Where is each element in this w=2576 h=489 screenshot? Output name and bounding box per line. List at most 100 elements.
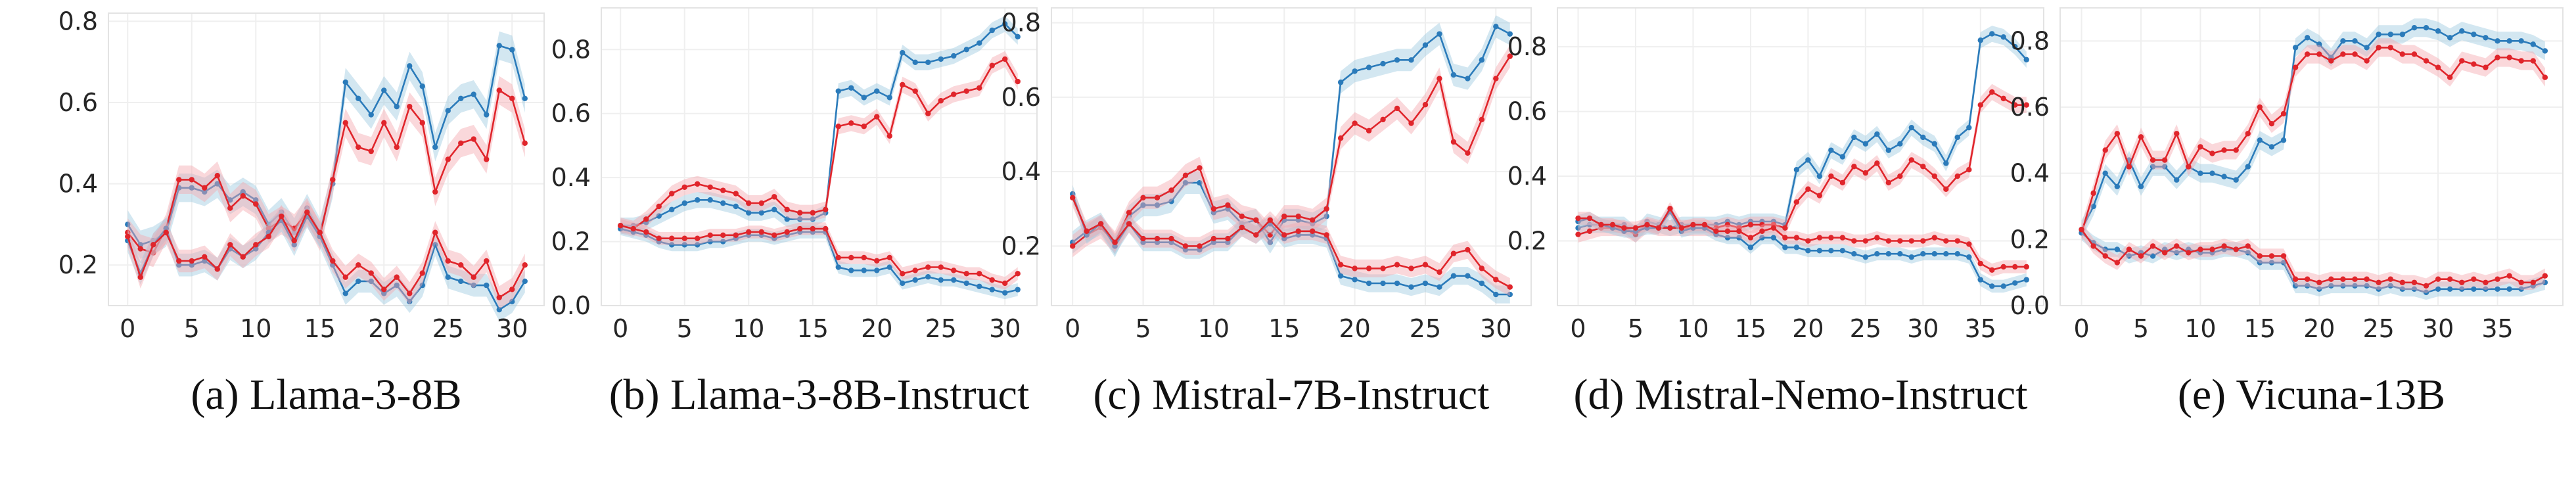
series-4-point (1126, 221, 1132, 227)
series-3-point (509, 298, 515, 305)
plot-frame (1557, 7, 2044, 306)
series-4-confidence-band (620, 219, 1018, 290)
series-3-point (291, 242, 297, 248)
series-3-point (342, 291, 348, 296)
series-3-point (977, 283, 982, 289)
series-2-point (643, 216, 649, 222)
series-1-point (1575, 225, 1581, 231)
series-4-point (304, 209, 310, 216)
series-2-point (977, 85, 982, 91)
series-4-point (2328, 276, 2334, 282)
series-4-point (1507, 284, 1513, 290)
series-4-point (1140, 235, 1146, 242)
series-3-point (1747, 244, 1754, 250)
series-1-point (1828, 147, 1834, 153)
series-4-point (1782, 235, 1788, 241)
series-4-point (733, 232, 739, 239)
plot-frame (601, 7, 1038, 306)
series-2-point (1267, 232, 1273, 238)
series-3-point (1839, 248, 1846, 254)
series-1-point (356, 95, 361, 101)
series-1-point (938, 56, 944, 62)
series-4-point (1380, 266, 1386, 271)
series-2-point (484, 156, 490, 162)
series-4-point (758, 229, 764, 235)
series-1-point (2197, 170, 2203, 176)
series-4-point (2435, 276, 2441, 282)
series-1-line (1578, 33, 2027, 235)
series-4-point (1070, 195, 1076, 200)
series-3-point (2352, 283, 2358, 289)
y-tick-label: 0.8 (2010, 26, 2050, 55)
series-4-point (1632, 225, 1639, 231)
series-1-point (2023, 57, 2029, 62)
series-2-point (2102, 147, 2108, 153)
series-4-point (1112, 239, 1118, 245)
series-4-point (1337, 262, 1344, 268)
series-2-point (1862, 170, 1869, 176)
series-2-point (1828, 173, 1834, 179)
series-4-point (2352, 276, 2358, 282)
series-2-point (912, 88, 918, 94)
series-2-point (150, 250, 156, 256)
x-tick-label: 0 (120, 314, 135, 343)
series-2-point (797, 210, 803, 216)
series-1-point (2161, 164, 2168, 170)
series-2-point (1310, 217, 1316, 223)
series-2-point (381, 120, 387, 126)
series-4-point (630, 225, 636, 232)
series-2-point (1507, 53, 1513, 59)
series-4-point (618, 223, 624, 229)
series-3-point (1816, 248, 1823, 254)
series-1-point (2471, 32, 2477, 37)
series-1-point (2352, 38, 2358, 44)
series-4-point (1816, 235, 1823, 241)
series-4-point (989, 277, 995, 283)
series-1-point (1839, 154, 1846, 160)
x-tick-label: 5 (2133, 314, 2149, 343)
series-1-point (797, 216, 803, 222)
series-2-point (951, 91, 957, 97)
series-4-point (720, 232, 726, 239)
series-4-point (419, 270, 425, 276)
series-1-point (989, 27, 995, 34)
series-4-point (1609, 221, 1616, 228)
series-1-point (1885, 147, 1892, 153)
series-3-line (2081, 232, 2546, 294)
series-4-point (381, 287, 387, 292)
series-1-point (733, 203, 739, 210)
series-1-point (861, 95, 867, 101)
series-4-point (496, 294, 502, 300)
series-2-point (2530, 58, 2536, 64)
series-4-point (1168, 235, 1174, 242)
series-1-point (2506, 38, 2512, 44)
series-2-point (1168, 187, 1174, 193)
series-3-point (419, 282, 425, 289)
series-1-point (2459, 28, 2465, 34)
series-4-point (1465, 246, 1471, 253)
series-2-point (2340, 51, 2346, 57)
series-3-point (720, 239, 726, 244)
series-2-point (925, 110, 931, 116)
series-3-point (900, 280, 906, 287)
plot-frame (108, 12, 545, 306)
series-4-point (432, 229, 438, 235)
series-4-confidence-band (2081, 222, 2545, 294)
y-tick-label: 0.4 (1507, 162, 1547, 191)
series-3-point (2376, 286, 2381, 292)
series-2-point (2233, 147, 2239, 153)
series-2-point (2364, 58, 2370, 64)
y-tick-label: 0.2 (551, 227, 591, 256)
series-3-point (2304, 283, 2311, 289)
series-2-point (1805, 186, 1811, 192)
series-4-point (1701, 221, 1708, 228)
series-2-point (1394, 105, 1400, 112)
series-1-point (1394, 57, 1400, 63)
series-3-point (874, 268, 880, 273)
series-4-point (356, 262, 361, 268)
x-tick-label: 25 (1850, 314, 1881, 343)
series-3-point (356, 278, 361, 285)
series-3-point (2114, 246, 2121, 252)
series-4-point (2399, 279, 2406, 285)
series-2-point (240, 193, 246, 199)
